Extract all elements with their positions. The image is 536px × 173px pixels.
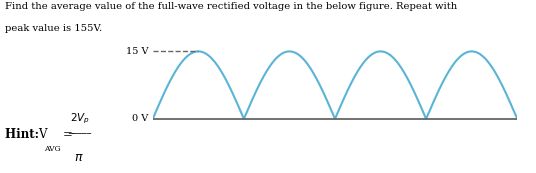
Text: 0 V: 0 V [132,114,148,123]
Text: $2V_p$: $2V_p$ [70,112,90,126]
Text: 15 V: 15 V [126,47,148,56]
Text: V: V [39,128,47,141]
Text: =: = [63,128,72,141]
Text: $\pi$: $\pi$ [74,151,84,164]
Text: AVG: AVG [44,144,61,153]
Text: Find the average value of the full-wave rectified voltage in the below figure. R: Find the average value of the full-wave … [5,2,458,11]
Text: ─────: ───── [68,129,91,137]
Text: Hint:: Hint: [5,128,43,141]
Text: peak value is 155V.: peak value is 155V. [5,24,102,33]
